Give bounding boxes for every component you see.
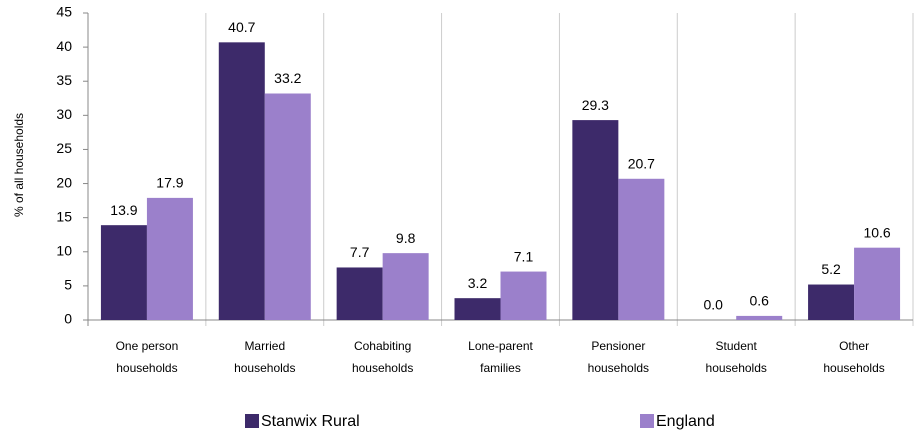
x-tick-label: Lone-parent families <box>468 339 533 375</box>
y-tick-label: 15 <box>56 208 72 224</box>
y-tick-label: 40 <box>56 38 72 54</box>
bar <box>336 267 383 320</box>
y-tick-label: 30 <box>56 106 72 122</box>
value-label: 0.6 <box>749 293 769 309</box>
bar <box>808 284 855 320</box>
value-label: 0.0 <box>703 297 723 313</box>
x-tick-label: One person households <box>116 339 179 375</box>
y-tick-label: 45 <box>56 4 72 20</box>
value-label: 20.7 <box>628 155 655 171</box>
bar <box>854 247 901 320</box>
bar <box>146 197 193 320</box>
y-axis-title: % of all households <box>12 113 26 217</box>
y-tick-label: 20 <box>56 174 72 190</box>
bar <box>500 271 547 320</box>
y-tick-label: 5 <box>64 277 72 293</box>
value-label: 10.6 <box>863 224 890 240</box>
y-tick-label: 35 <box>56 72 72 88</box>
legend-swatch <box>245 414 259 428</box>
legend-swatch <box>640 414 654 428</box>
bar <box>618 178 665 320</box>
y-tick-label: 0 <box>64 311 72 327</box>
x-tick-label: Student households <box>706 339 767 375</box>
value-label: 3.2 <box>468 275 488 291</box>
value-label: 17.9 <box>156 175 183 191</box>
value-label: 40.7 <box>228 19 255 35</box>
x-tick-label: Other households <box>823 339 884 375</box>
value-label: 5.2 <box>821 261 841 277</box>
y-tick-label: 10 <box>56 242 72 258</box>
y-tick-label: 25 <box>56 140 72 156</box>
bar <box>382 253 429 320</box>
value-label: 9.8 <box>396 230 416 246</box>
bar <box>218 42 265 320</box>
x-tick-label: Cohabiting households <box>352 339 413 375</box>
x-tick-label: Married households <box>234 339 295 375</box>
bar <box>736 315 783 320</box>
x-tick-label: Pensioner households <box>588 339 649 375</box>
bar <box>100 225 147 320</box>
value-label: 13.9 <box>110 202 137 218</box>
legend-label: Stanwix Rural <box>261 413 360 430</box>
value-label: 7.7 <box>350 244 370 260</box>
value-label: 33.2 <box>274 70 301 86</box>
value-label: 7.1 <box>514 248 534 264</box>
value-label: 29.3 <box>582 97 609 113</box>
bar <box>264 93 311 320</box>
legend-label: England <box>656 413 715 430</box>
bar <box>454 298 501 320</box>
bar <box>572 120 619 320</box>
